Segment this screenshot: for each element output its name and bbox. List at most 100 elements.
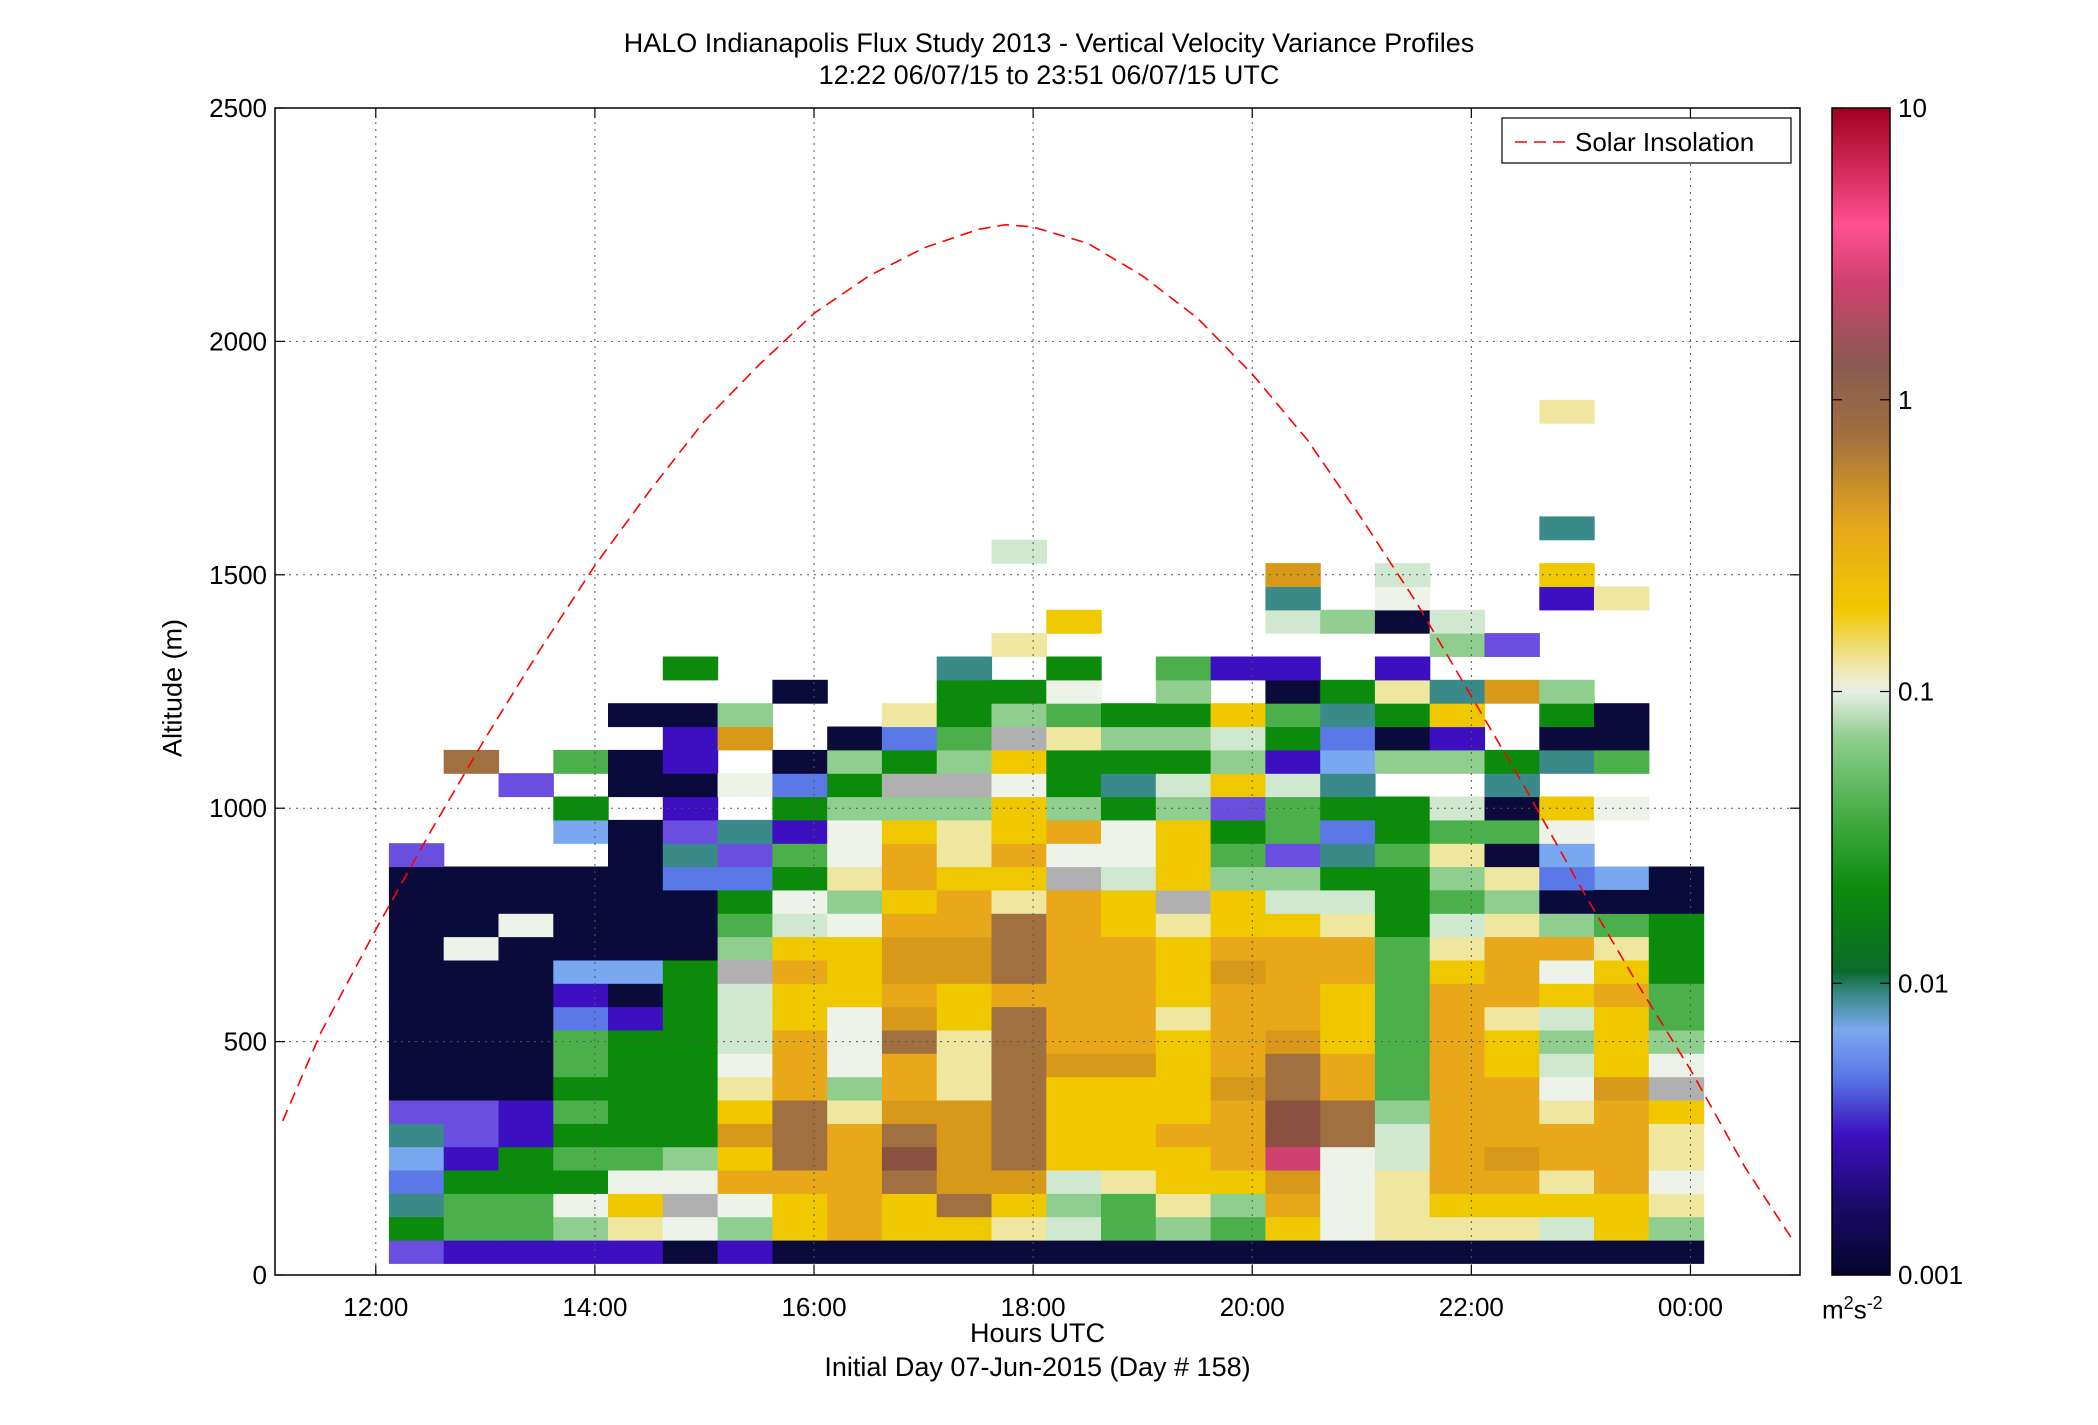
- heatmap-cell: [1210, 726, 1266, 751]
- heatmap-cell: [1046, 1006, 1102, 1031]
- heatmap-cell: [1374, 959, 1431, 984]
- heatmap-cell: [1374, 726, 1431, 751]
- heatmap-cell: [881, 1170, 938, 1194]
- legend-box: [1501, 117, 1792, 164]
- heatmap-cell: [1648, 1216, 1705, 1241]
- heatmap-cell: [1046, 983, 1102, 1008]
- heatmap-cell: [1648, 1170, 1705, 1194]
- heatmap-cell: [1648, 1193, 1705, 1218]
- heatmap-cell: [1046, 1193, 1102, 1218]
- heatmap-cell: [1320, 866, 1376, 891]
- heatmap-cell: [1320, 1146, 1376, 1171]
- heatmap-cell: [772, 1123, 828, 1148]
- heatmap-cell: [1046, 1240, 1102, 1264]
- heatmap-cell: [1648, 913, 1705, 938]
- heatmap-cell: [1101, 796, 1157, 821]
- heatmap-cell: [1101, 703, 1157, 728]
- heatmap-cell: [991, 983, 1047, 1008]
- heatmap-cell: [1539, 959, 1595, 984]
- chart-title: HALO Indianapolis Flux Study 2013 - Vert…: [623, 28, 1475, 58]
- heatmap-cell: [717, 913, 773, 938]
- heatmap-cell: [608, 1053, 664, 1078]
- heatmap-cell: [1594, 1123, 1650, 1148]
- heatmap-cell: [1648, 1146, 1705, 1171]
- heatmap-cell: [608, 1076, 664, 1101]
- heatmap-cell: [827, 1193, 883, 1218]
- heatmap-cell: [608, 959, 664, 984]
- heatmap-cell: [608, 1193, 664, 1218]
- heatmap-cell: [1101, 959, 1157, 984]
- heatmap-cell: [1594, 726, 1650, 751]
- heatmap-cell: [1046, 889, 1102, 914]
- heatmap-cell: [608, 749, 664, 774]
- heatmap-cell: [662, 889, 719, 914]
- heatmap-cell: [498, 983, 554, 1008]
- heatmap-cell: [1046, 726, 1102, 751]
- heatmap-cell: [717, 1006, 773, 1031]
- heatmap-cell: [881, 1240, 938, 1264]
- heatmap-cell: [772, 1170, 828, 1194]
- heatmap-cell: [1320, 703, 1376, 728]
- heatmap-cell: [936, 819, 993, 844]
- heatmap-cell: [717, 1240, 773, 1264]
- heatmap-cell: [1155, 959, 1212, 984]
- heatmap-cell: [827, 889, 883, 914]
- heatmap-cell: [772, 1216, 828, 1241]
- heatmap-cell: [1484, 936, 1540, 961]
- heatmap-cell: [1594, 983, 1650, 1008]
- heatmap-cell: [1320, 1006, 1376, 1031]
- heatmap-cell: [991, 1240, 1047, 1264]
- heatmap-cell: [1155, 1076, 1212, 1101]
- heatmap-cell: [1210, 656, 1266, 681]
- heatmap-cell: [881, 983, 938, 1008]
- heatmap-cell: [1594, 936, 1650, 961]
- heatmap-cell: [1429, 679, 1486, 704]
- heatmap-cell: [608, 1100, 664, 1124]
- heatmap-cell: [772, 749, 828, 774]
- heatmap-cell: [991, 703, 1047, 728]
- heatmap-cell: [1539, 1146, 1595, 1171]
- heatmap-cell: [1374, 1240, 1431, 1264]
- heatmap-cell: [1594, 749, 1650, 774]
- heatmap-cell: [1265, 1053, 1321, 1078]
- heatmap-cell: [1539, 516, 1595, 541]
- heatmap-cell: [662, 749, 719, 774]
- heatmap-cell: [772, 843, 828, 868]
- heatmap-cell: [991, 679, 1047, 704]
- heatmap-cell: [1210, 773, 1266, 798]
- heatmap-cell: [1046, 749, 1102, 774]
- heatmap-cell: [553, 983, 609, 1008]
- heatmap-cell: [1374, 936, 1431, 961]
- heatmap-cell: [936, 1076, 993, 1101]
- heatmap-cell: [1594, 889, 1650, 914]
- heatmap-cell: [388, 1146, 445, 1171]
- heatmap-cell: [1210, 889, 1266, 914]
- heatmap-cell: [662, 1170, 719, 1194]
- heatmap-cell: [881, 749, 938, 774]
- heatmap-cell: [717, 983, 773, 1008]
- heatmap-cell: [1374, 843, 1431, 868]
- heatmap-cell: [827, 959, 883, 984]
- heatmap-cell: [1539, 819, 1595, 844]
- heatmap-cell: [608, 1123, 664, 1148]
- heatmap-cell: [717, 1100, 773, 1124]
- heatmap-cell: [1539, 866, 1595, 891]
- heatmap-cell: [1484, 913, 1540, 938]
- heatmap-cell: [1101, 1029, 1157, 1054]
- heatmap-cell: [717, 1146, 773, 1171]
- heatmap-cell: [498, 1076, 554, 1101]
- heatmap-cell: [388, 1170, 445, 1194]
- heatmap-cell: [772, 819, 828, 844]
- colorbar-ticks: 0.001 0.01 0.1 1 10: [1832, 93, 1963, 1290]
- heatmap-cell: [1594, 1146, 1650, 1171]
- x-tick-label: 12:00: [343, 1292, 408, 1322]
- heatmap-cell: [1101, 913, 1157, 938]
- heatmap-cell: [662, 1193, 719, 1218]
- heatmap-cell: [1429, 889, 1486, 914]
- heatmap-cell: [1648, 936, 1705, 961]
- heatmap-cell: [1046, 1123, 1102, 1148]
- heatmap-cell: [1046, 703, 1102, 728]
- heatmap-cell: [662, 1216, 719, 1241]
- heatmap-cell: [498, 1240, 554, 1264]
